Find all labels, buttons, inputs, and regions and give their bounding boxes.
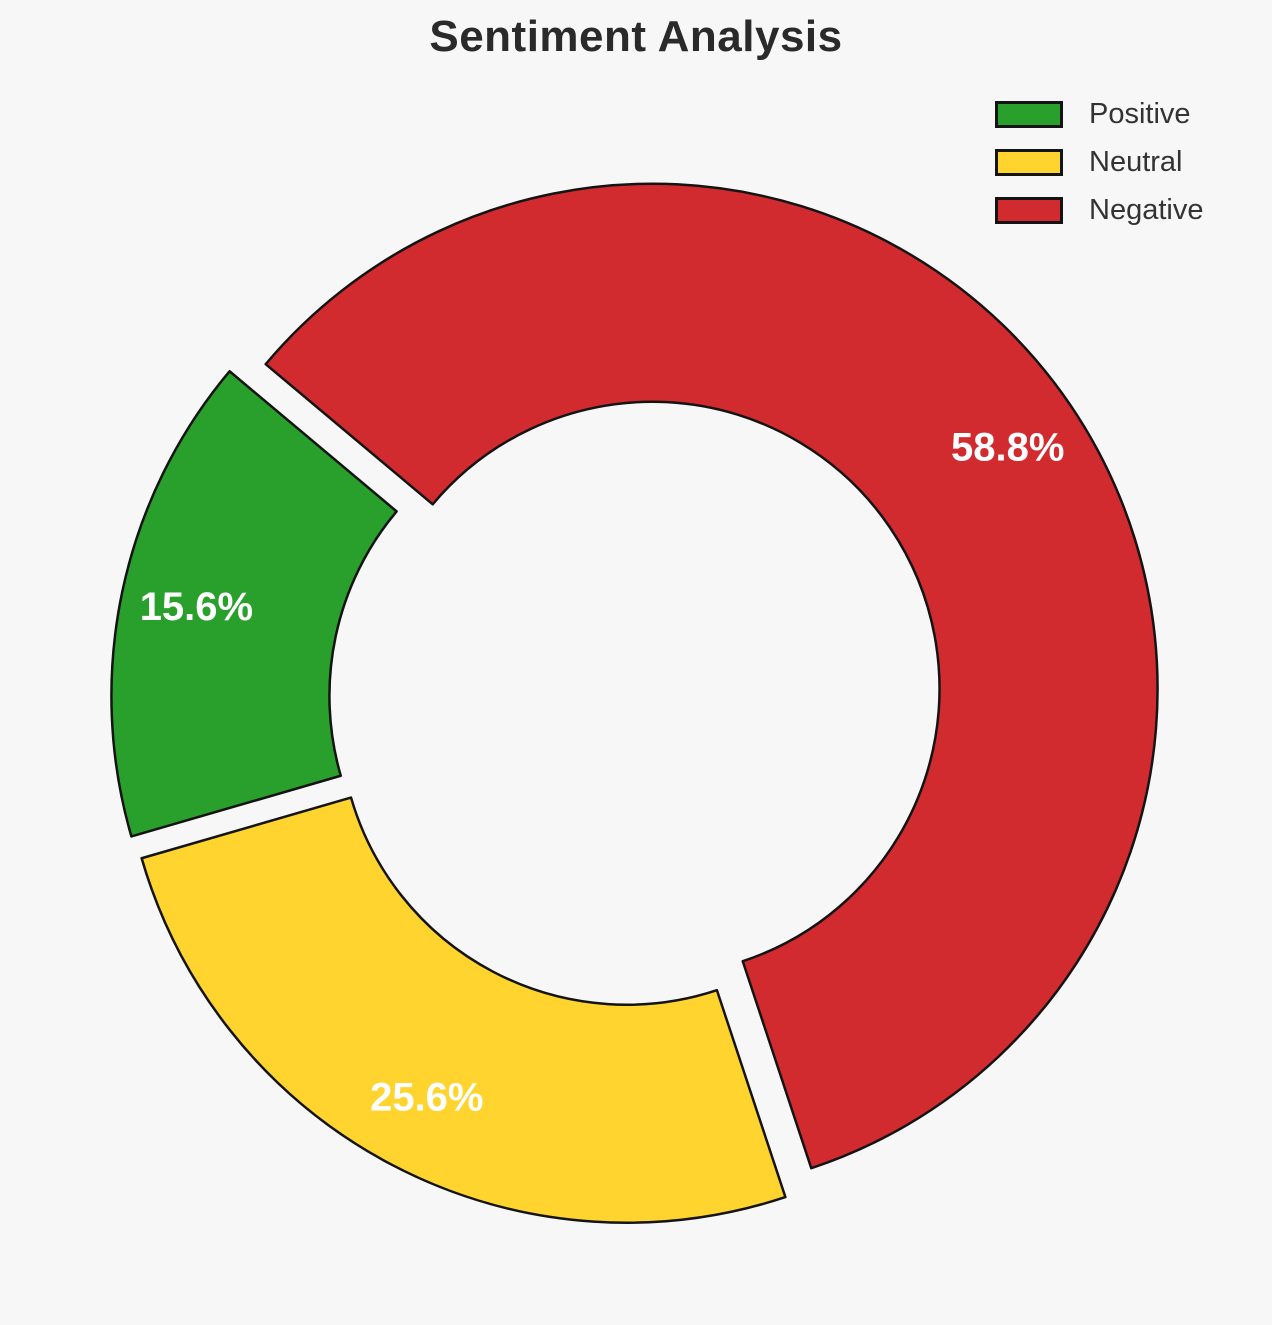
pie-slice-label-negative: 58.8%	[951, 426, 1064, 470]
pie-slice-negative	[264, 182, 1159, 1170]
legend-item-neutral: Neutral	[995, 146, 1203, 179]
legend: Positive Neutral Negative	[995, 98, 1203, 227]
legend-label-neutral: Neutral	[1089, 146, 1183, 178]
pie-slice-neutral	[140, 796, 787, 1224]
legend-label-positive: Positive	[1089, 98, 1191, 130]
legend-item-positive: Positive	[995, 98, 1203, 131]
legend-swatch-negative	[995, 197, 1063, 224]
pie-slice-positive	[110, 370, 398, 838]
legend-label-negative: Negative	[1089, 194, 1204, 226]
legend-item-negative: Negative	[995, 194, 1203, 227]
legend-swatch-neutral	[995, 149, 1063, 176]
pie-slice-label-positive: 15.6%	[140, 585, 253, 629]
chart-title: Sentiment Analysis	[429, 12, 843, 61]
pie-slice-label-neutral: 25.6%	[370, 1076, 483, 1120]
legend-swatch-positive	[995, 101, 1063, 128]
